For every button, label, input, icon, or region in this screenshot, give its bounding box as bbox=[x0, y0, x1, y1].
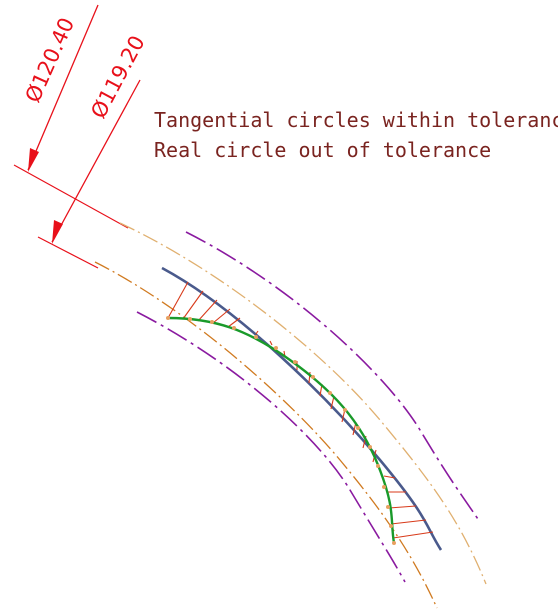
outer-dimension-extension-line bbox=[13, 164, 129, 229]
inner-diameter-label: Ø119.20 bbox=[86, 32, 149, 123]
outer-tolerance-arc bbox=[119, 222, 487, 585]
inner-dimension-line bbox=[51, 79, 141, 243]
note-real-circle: Real circle out of tolerance bbox=[154, 138, 491, 162]
outer-dimension-line bbox=[27, 4, 99, 171]
note-tangential-circles: Tangential circles within tolerance bbox=[154, 108, 558, 132]
nominal-circle-arc bbox=[161, 266, 443, 551]
outer-diameter-label: Ø120.40 bbox=[21, 14, 80, 106]
outer-dimension-arrowhead bbox=[28, 148, 39, 172]
measurement-points bbox=[166, 316, 396, 545]
inner-tolerance-arc bbox=[94, 261, 438, 609]
measured-profile-curve bbox=[167, 316, 396, 544]
inner-dimension-arrowhead bbox=[52, 220, 63, 244]
inner-tangential-circle bbox=[136, 311, 406, 583]
inner-dimension-extension-line bbox=[37, 236, 99, 269]
outer-tangential-circle bbox=[185, 231, 481, 523]
